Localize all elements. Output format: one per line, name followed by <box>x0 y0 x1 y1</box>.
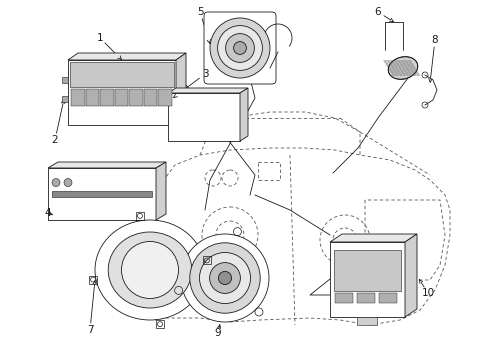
Ellipse shape <box>387 57 417 79</box>
FancyBboxPatch shape <box>203 12 275 84</box>
Bar <box>71 89 84 105</box>
Circle shape <box>52 179 60 186</box>
Polygon shape <box>386 60 399 76</box>
Bar <box>356 317 376 325</box>
Polygon shape <box>240 88 247 141</box>
Circle shape <box>209 262 240 293</box>
Bar <box>52 191 152 197</box>
Polygon shape <box>393 60 406 76</box>
Circle shape <box>233 42 246 54</box>
Polygon shape <box>400 60 413 76</box>
Circle shape <box>209 18 269 78</box>
Polygon shape <box>404 234 416 317</box>
Polygon shape <box>382 60 395 76</box>
Bar <box>68 60 176 125</box>
Bar <box>48 168 156 220</box>
Polygon shape <box>168 88 247 93</box>
Bar <box>62 77 68 82</box>
Bar <box>85 89 99 105</box>
Ellipse shape <box>121 242 178 298</box>
Text: 7: 7 <box>86 325 93 335</box>
Circle shape <box>199 252 250 303</box>
Bar <box>62 96 68 102</box>
Bar <box>115 89 128 105</box>
Text: 3: 3 <box>201 69 208 79</box>
Polygon shape <box>329 234 416 242</box>
Text: 1: 1 <box>97 33 103 43</box>
Polygon shape <box>396 60 409 76</box>
Circle shape <box>189 243 260 313</box>
Text: 5: 5 <box>196 7 203 17</box>
Polygon shape <box>156 162 165 220</box>
Ellipse shape <box>108 232 191 308</box>
Bar <box>129 89 142 105</box>
Text: 4: 4 <box>44 208 51 218</box>
Bar <box>258 162 280 180</box>
Bar <box>70 62 174 87</box>
Polygon shape <box>176 53 185 125</box>
Circle shape <box>217 26 262 71</box>
Polygon shape <box>68 53 185 60</box>
Bar <box>168 93 240 141</box>
Text: 8: 8 <box>431 35 437 45</box>
Polygon shape <box>407 60 420 76</box>
Circle shape <box>225 33 254 62</box>
Bar <box>356 293 374 303</box>
Circle shape <box>64 179 72 186</box>
Bar <box>100 89 114 105</box>
Polygon shape <box>403 60 416 76</box>
Polygon shape <box>389 60 402 76</box>
Bar <box>329 242 404 317</box>
Ellipse shape <box>95 220 204 320</box>
Bar <box>334 293 352 303</box>
Bar <box>378 293 396 303</box>
Circle shape <box>218 271 231 285</box>
Bar <box>143 89 157 105</box>
Circle shape <box>181 234 268 322</box>
Text: 2: 2 <box>52 135 58 145</box>
Bar <box>333 250 400 291</box>
Text: 6: 6 <box>374 7 381 17</box>
Bar <box>158 89 172 105</box>
Text: 10: 10 <box>421 288 434 298</box>
Polygon shape <box>48 162 165 168</box>
Text: 9: 9 <box>214 328 221 338</box>
